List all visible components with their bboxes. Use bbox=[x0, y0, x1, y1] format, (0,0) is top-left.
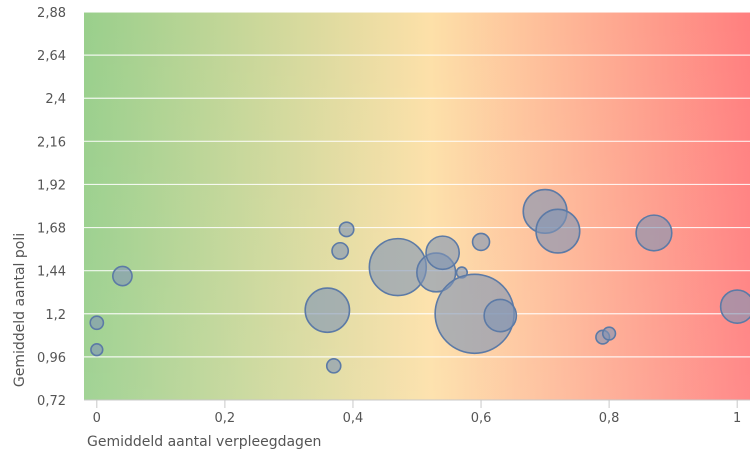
bubbles bbox=[89, 188, 750, 374]
bubble-point[interactable] bbox=[325, 358, 342, 374]
x-tick-label: 0,8 bbox=[599, 411, 620, 426]
grid-lines bbox=[84, 11, 750, 401]
x-axis-ticks: 0 0,2 0,4 0,6 0,8 1 bbox=[93, 400, 741, 426]
x-axis-label: Gemiddeld aantal verpleegdagen bbox=[87, 434, 321, 450]
bubble-point[interactable] bbox=[304, 287, 351, 334]
y-tick-label: 1,44 bbox=[37, 265, 66, 280]
bubble-point[interactable] bbox=[483, 298, 518, 333]
y-tick-label: 0,72 bbox=[37, 394, 66, 409]
bubble-point[interactable] bbox=[635, 214, 673, 252]
x-tick-label: 0 bbox=[93, 411, 101, 426]
bubble-point[interactable] bbox=[425, 235, 460, 271]
bubble-point[interactable] bbox=[90, 343, 104, 357]
plot-background-overlay bbox=[84, 12, 750, 400]
x-tick-label: 0,6 bbox=[471, 411, 492, 426]
y-tick-label: 2,64 bbox=[37, 49, 66, 64]
bubble-point[interactable] bbox=[535, 208, 581, 254]
y-tick-label: 0,96 bbox=[37, 351, 66, 366]
x-tick-label: 0,4 bbox=[343, 411, 364, 426]
x-tick-label: 0,2 bbox=[215, 411, 236, 426]
bubble-point[interactable] bbox=[89, 315, 105, 331]
bubble-point[interactable] bbox=[719, 289, 750, 324]
bubble-point[interactable] bbox=[112, 265, 133, 287]
y-tick-label: 2,16 bbox=[37, 135, 66, 150]
bubble-point[interactable] bbox=[338, 221, 355, 238]
bubble-point[interactable] bbox=[601, 326, 617, 341]
y-tick-label: 1,92 bbox=[37, 178, 66, 193]
y-axis-ticks: 0,72 0,96 1,2 1,44 1,68 1,92 2,16 2,4 2,64 2,88 bbox=[37, 6, 66, 409]
x-tick-label: 1 bbox=[733, 411, 741, 426]
y-axis-label: Gemiddeld aantal poli bbox=[12, 233, 28, 387]
bubble-point[interactable] bbox=[331, 241, 350, 260]
bubble-point[interactable] bbox=[471, 232, 491, 252]
y-tick-label: 1,68 bbox=[37, 222, 66, 237]
y-tick-label: 2,88 bbox=[37, 6, 66, 21]
y-tick-label: 2,4 bbox=[45, 92, 66, 107]
y-tick-label: 1,2 bbox=[45, 308, 66, 323]
